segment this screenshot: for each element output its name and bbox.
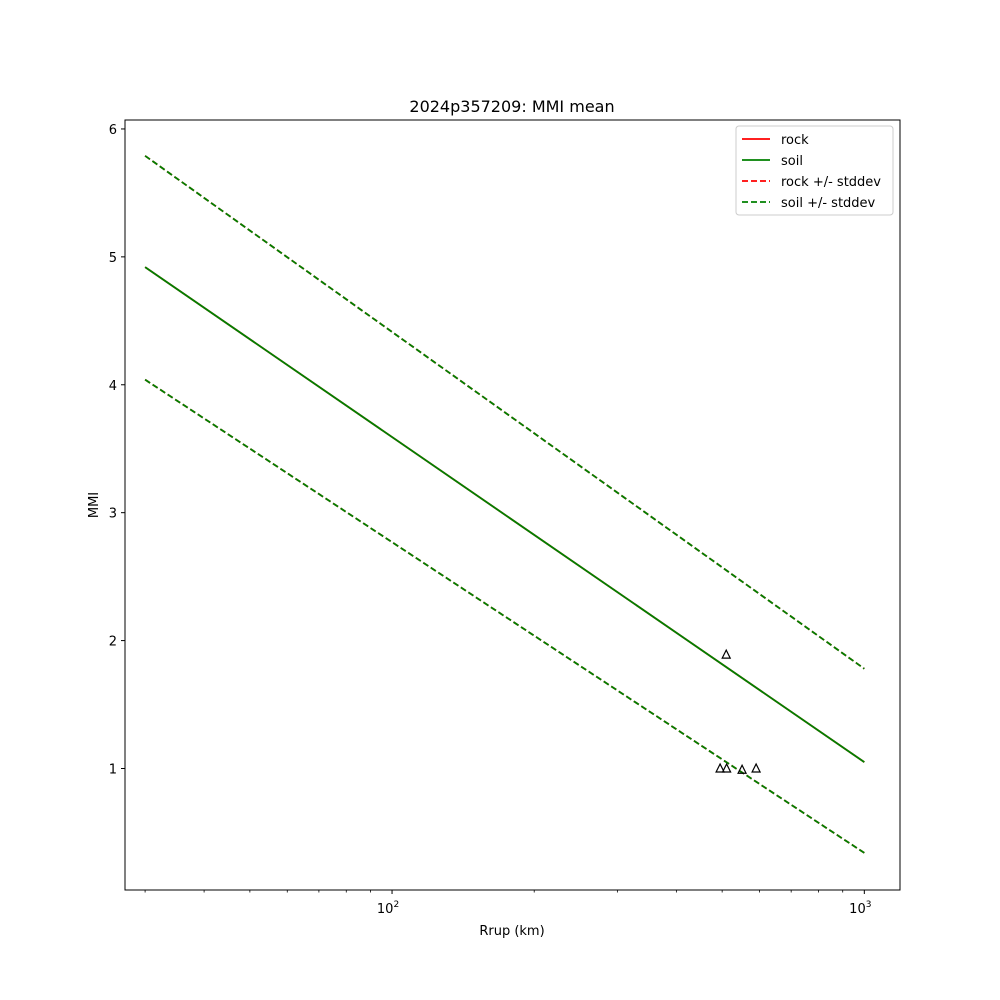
series-soil-stddev-upper bbox=[144, 155, 865, 670]
legend-entry-label: rock bbox=[781, 133, 809, 148]
chart-title: 2024p357209: MMI mean bbox=[409, 97, 614, 116]
y-axis-label: MMI bbox=[87, 492, 102, 518]
legend-entry-label: soil bbox=[781, 154, 803, 169]
y-tick-label: 3 bbox=[109, 507, 117, 522]
observation-marker bbox=[737, 763, 748, 774]
observation-marker bbox=[751, 762, 762, 773]
x-tick-exponent: 3 bbox=[866, 900, 872, 910]
x-axis-label: Rrup (km) bbox=[479, 924, 544, 939]
y-tick-label: 4 bbox=[109, 379, 117, 394]
x-tick-exponent: 2 bbox=[393, 900, 399, 910]
legend-entry-label: rock +/- stddev bbox=[781, 175, 881, 190]
series-soil-line bbox=[144, 266, 865, 763]
observations-layer bbox=[715, 648, 762, 774]
observation-marker bbox=[721, 648, 732, 659]
plot-frame bbox=[124, 119, 901, 891]
y-tick-label: 5 bbox=[109, 251, 117, 266]
y-tick-label: 1 bbox=[109, 762, 117, 777]
y-tick-label: 6 bbox=[109, 123, 117, 138]
legend-entry-label: soil +/- stddev bbox=[781, 196, 876, 211]
x-tick-base: 10 bbox=[849, 902, 866, 917]
legend-box bbox=[735, 125, 894, 216]
y-tick-label: 2 bbox=[109, 635, 117, 650]
legend: rock soil rock +/- stddev soil +/- stddev bbox=[735, 125, 894, 216]
observation-marker bbox=[715, 762, 726, 773]
x-tick-label: 102 bbox=[377, 900, 399, 917]
observation-marker bbox=[721, 762, 732, 773]
x-tick-label: 103 bbox=[849, 900, 871, 917]
x-tick-base: 10 bbox=[377, 902, 394, 917]
series-layer bbox=[144, 155, 865, 854]
plot-background bbox=[125, 120, 900, 890]
